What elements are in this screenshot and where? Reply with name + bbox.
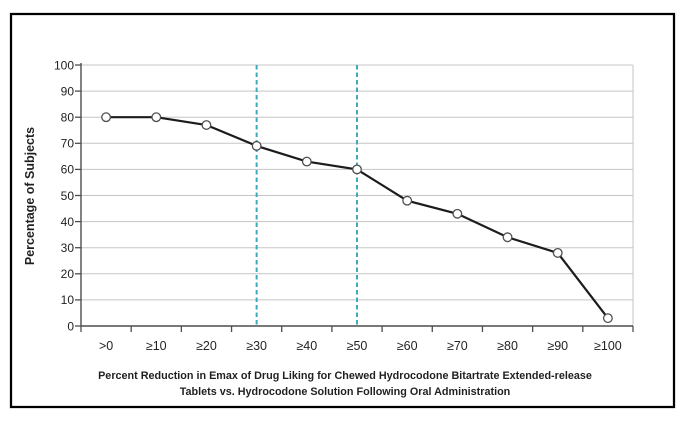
tick-labels: 0 10 20 30 40 50 60 70 80 90 100 >0 ≥10 ≥20 ≥30 ≥40 ≥50 ≥… [54,58,622,353]
y-tick-label: 60 [61,163,75,177]
data-point-marker [301,156,312,167]
x-tick-label: ≥20 [196,339,217,353]
data-point-marker [151,112,162,123]
y-tick-label: 100 [54,58,74,72]
x-tick-label: ≥40 [296,339,317,353]
x-tick-label: ≥50 [347,339,368,353]
x-tick-label: ≥60 [397,339,418,353]
data-point-marker [552,247,563,258]
y-tick-label: 50 [61,189,75,203]
data-point-marker [402,195,413,206]
y-tick-label: 70 [61,137,75,151]
y-tick-label: 30 [61,241,75,255]
x-tick-label: >0 [99,339,113,353]
data-point-marker [352,164,362,175]
data-point-marker [251,140,262,151]
data-point-marker [201,120,212,130]
data-point-marker [452,208,463,219]
x-axis-title-line1: Percent Reduction in Emax of Drug Liking… [98,370,592,382]
x-tick-label: ≥90 [547,339,568,353]
figure-border [9,12,676,409]
x-tick-label: ≥100 [594,339,622,353]
data-series [101,112,613,324]
x-tick-label: ≥30 [246,339,267,353]
x-axis-title-line2: Tablets vs. Hydrocodone Solution Followi… [180,386,511,398]
x-tick-label: ≥70 [447,339,468,353]
axes [75,63,634,332]
y-tick-label: 40 [61,215,75,229]
x-tick-label: ≥10 [146,339,167,353]
y-tick-label: 90 [61,84,75,98]
y-axis-title: Percentage of Subjects [23,127,37,265]
data-point-marker [101,112,112,123]
x-tick-label: ≥80 [497,339,518,353]
y-tick-label: 0 [67,319,74,333]
y-tick-label: 80 [61,111,75,125]
y-tick-label: 10 [61,293,75,307]
y-tick-label: 20 [61,267,75,281]
data-point-marker [602,313,613,324]
data-point-marker [502,232,513,243]
reference-lines [255,65,358,326]
